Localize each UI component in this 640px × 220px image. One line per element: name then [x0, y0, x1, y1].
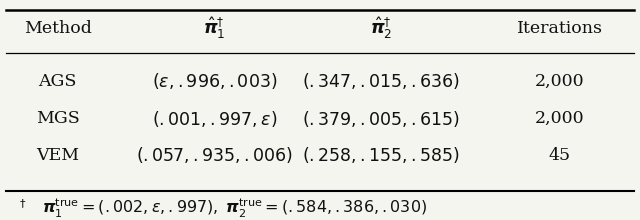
Text: Iterations: Iterations [517, 20, 603, 37]
Text: $(.379,.005,.615)$: $(.379,.005,.615)$ [302, 109, 460, 129]
Text: Method: Method [24, 20, 92, 37]
Text: $^{\dagger}$: $^{\dagger}$ [19, 199, 27, 216]
Text: $(.347,.015,.636)$: $(.347,.015,.636)$ [302, 72, 460, 91]
Text: $(\epsilon,.996,.003)$: $(\epsilon,.996,.003)$ [152, 72, 277, 91]
Text: 2,000: 2,000 [535, 110, 585, 127]
Text: $\hat{\boldsymbol{\pi}}_2^{\dagger}$: $\hat{\boldsymbol{\pi}}_2^{\dagger}$ [369, 16, 392, 41]
Text: MGS: MGS [36, 110, 79, 127]
Text: 45: 45 [549, 147, 571, 164]
Text: $(.057,.935,.006)$: $(.057,.935,.006)$ [136, 145, 293, 165]
Text: AGS: AGS [38, 73, 77, 90]
Text: $\hat{\boldsymbol{\pi}}_1^{\dagger}$: $\hat{\boldsymbol{\pi}}_1^{\dagger}$ [203, 16, 226, 41]
Text: VEM: VEM [36, 147, 79, 164]
Text: $\boldsymbol{\pi}_1^{\mathrm{true}} = (.002, \epsilon, .997),\; \boldsymbol{\pi}: $\boldsymbol{\pi}_1^{\mathrm{true}} = (.… [42, 196, 427, 220]
Text: $(.001,.997,\epsilon)$: $(.001,.997,\epsilon)$ [152, 109, 277, 129]
Text: $(.258,.155,.585)$: $(.258,.155,.585)$ [302, 145, 460, 165]
Text: 2,000: 2,000 [535, 73, 585, 90]
